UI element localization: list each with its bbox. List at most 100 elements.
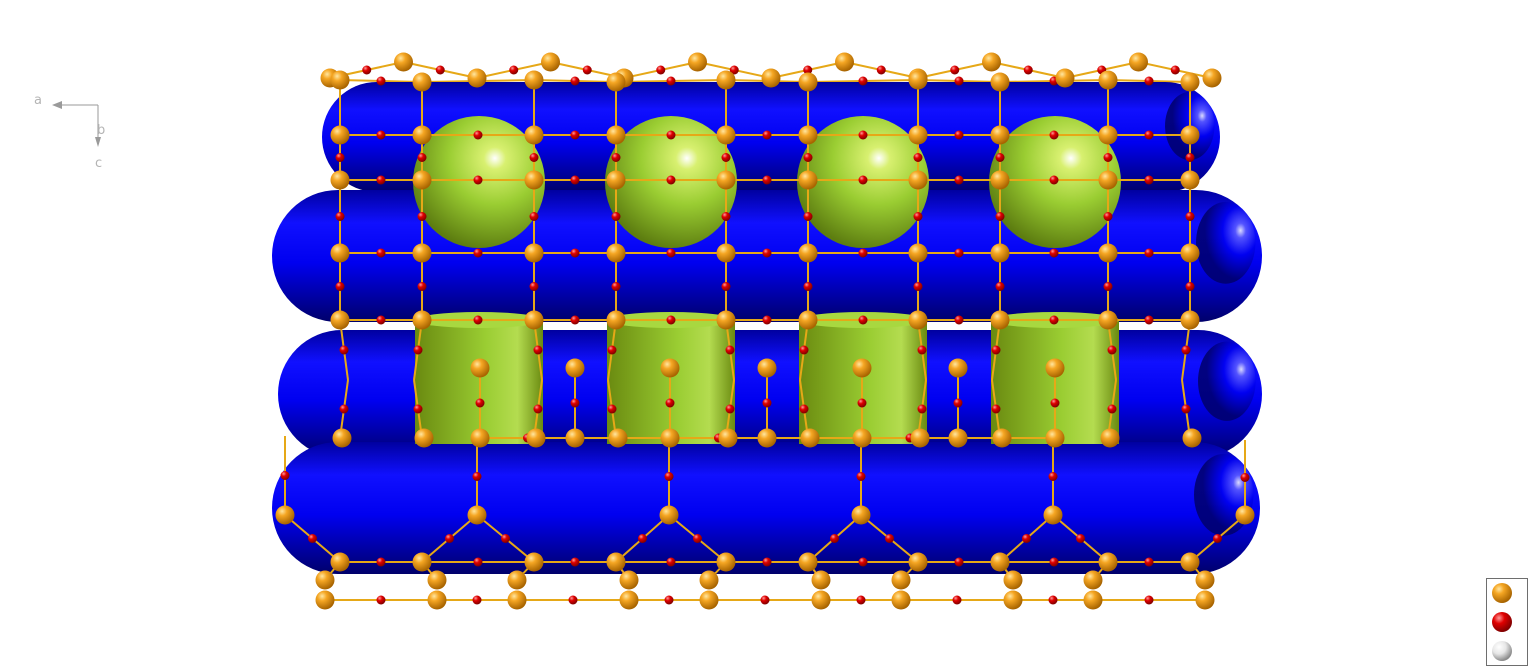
framework-atom — [992, 428, 1012, 448]
framework-atom — [1098, 170, 1118, 190]
framework-atom — [606, 170, 626, 190]
bridge-atom — [1144, 76, 1154, 86]
bridge-atom — [1144, 175, 1154, 185]
bridge-atom — [995, 282, 1005, 291]
framework-atom — [1098, 243, 1118, 263]
framework-atom — [908, 310, 928, 330]
framework-atom — [798, 170, 818, 190]
framework-atom — [660, 358, 680, 378]
bridge-atom — [858, 315, 868, 325]
bridge-atom — [570, 315, 580, 325]
framework-atom — [908, 125, 928, 145]
framework-atom — [524, 310, 544, 330]
framework-atom — [716, 125, 736, 145]
framework-atom — [990, 125, 1010, 145]
bridge-atom — [529, 282, 539, 291]
framework-atom — [332, 428, 352, 448]
bridge-atom — [954, 557, 964, 567]
framework-atom — [908, 243, 928, 263]
framework-atom — [524, 170, 544, 190]
bridge-atom — [413, 404, 423, 414]
framework-atom — [565, 358, 585, 378]
framework-atom — [330, 552, 350, 572]
bridge-atom — [857, 398, 867, 408]
framework-atom — [315, 590, 335, 610]
framework-atom — [608, 428, 628, 448]
bridge-atom — [995, 153, 1005, 162]
bridge-atom — [1170, 65, 1180, 75]
framework-atom — [565, 428, 585, 448]
bridge-atom — [1185, 153, 1195, 162]
bridge-atom — [1144, 248, 1154, 258]
channel-end-highlight — [1198, 341, 1256, 421]
bridge-atom — [568, 595, 578, 605]
bridge-atom — [362, 65, 372, 75]
bridge-atom — [666, 248, 676, 258]
bridge-atom — [376, 76, 386, 86]
framework-atom — [315, 570, 335, 590]
bridge-atom — [376, 557, 386, 567]
bridge-atom — [954, 175, 964, 185]
framework-atom — [852, 358, 872, 378]
framework-atom — [1043, 505, 1063, 525]
bridge-atom — [1144, 557, 1154, 567]
framework-atom — [1003, 590, 1023, 610]
framework-atom — [470, 428, 490, 448]
framework-atom — [716, 170, 736, 190]
framework-atom — [761, 68, 781, 88]
framework-atom — [606, 552, 626, 572]
bridge-atom — [475, 398, 485, 408]
framework-atom — [1180, 310, 1200, 330]
atom-layer — [275, 52, 1255, 610]
bridge-atom — [721, 153, 731, 162]
bridge-atom — [376, 248, 386, 258]
framework-atom — [891, 570, 911, 590]
bridge-atom — [611, 212, 621, 221]
legend-framework-atom-swatch — [1492, 583, 1512, 603]
framework-atom — [524, 552, 544, 572]
framework-atom — [660, 428, 680, 448]
bridge-atom — [611, 153, 621, 162]
framework-atom — [1182, 428, 1202, 448]
bridge-atom — [876, 65, 886, 75]
bridge-atom — [799, 404, 809, 414]
framework-atom — [541, 52, 560, 72]
framework-atom — [1195, 570, 1215, 590]
framework-atom — [757, 358, 777, 378]
framework-atom — [699, 570, 719, 590]
bridge-atom — [1048, 595, 1058, 605]
bridge-atom — [1050, 398, 1060, 408]
bridge-atom — [803, 153, 813, 162]
bridge-atom — [582, 65, 592, 75]
framework-atom — [659, 505, 679, 525]
bridge-atom — [1107, 404, 1117, 414]
bridge-atom — [570, 557, 580, 567]
framework-atom — [412, 72, 432, 92]
bridge-atom — [803, 282, 813, 291]
framework-atom — [330, 310, 350, 330]
framework-atom — [716, 70, 736, 90]
bridge-atom — [376, 315, 386, 325]
atom-legend-swatches — [1492, 583, 1512, 661]
framework-atom — [716, 310, 736, 330]
bridge-atom — [607, 404, 617, 414]
bridge-atom — [729, 65, 739, 75]
bridge-atom — [721, 282, 731, 291]
bridge-atom — [417, 212, 427, 221]
framework-atom — [427, 570, 447, 590]
framework-atom — [910, 428, 930, 448]
bridge-atom — [762, 398, 772, 408]
bridge-atom — [533, 345, 543, 355]
bridge-atom — [664, 595, 674, 605]
framework-atom — [718, 428, 738, 448]
bridge-atom — [335, 153, 345, 162]
bridge-atom — [858, 557, 868, 567]
bridge-atom — [917, 404, 927, 414]
framework-atom — [412, 243, 432, 263]
bridge-atom — [1049, 130, 1059, 140]
framework-atom — [798, 243, 818, 263]
framework-atom — [811, 570, 831, 590]
framework-atom — [688, 52, 707, 72]
framework-atom — [507, 570, 527, 590]
